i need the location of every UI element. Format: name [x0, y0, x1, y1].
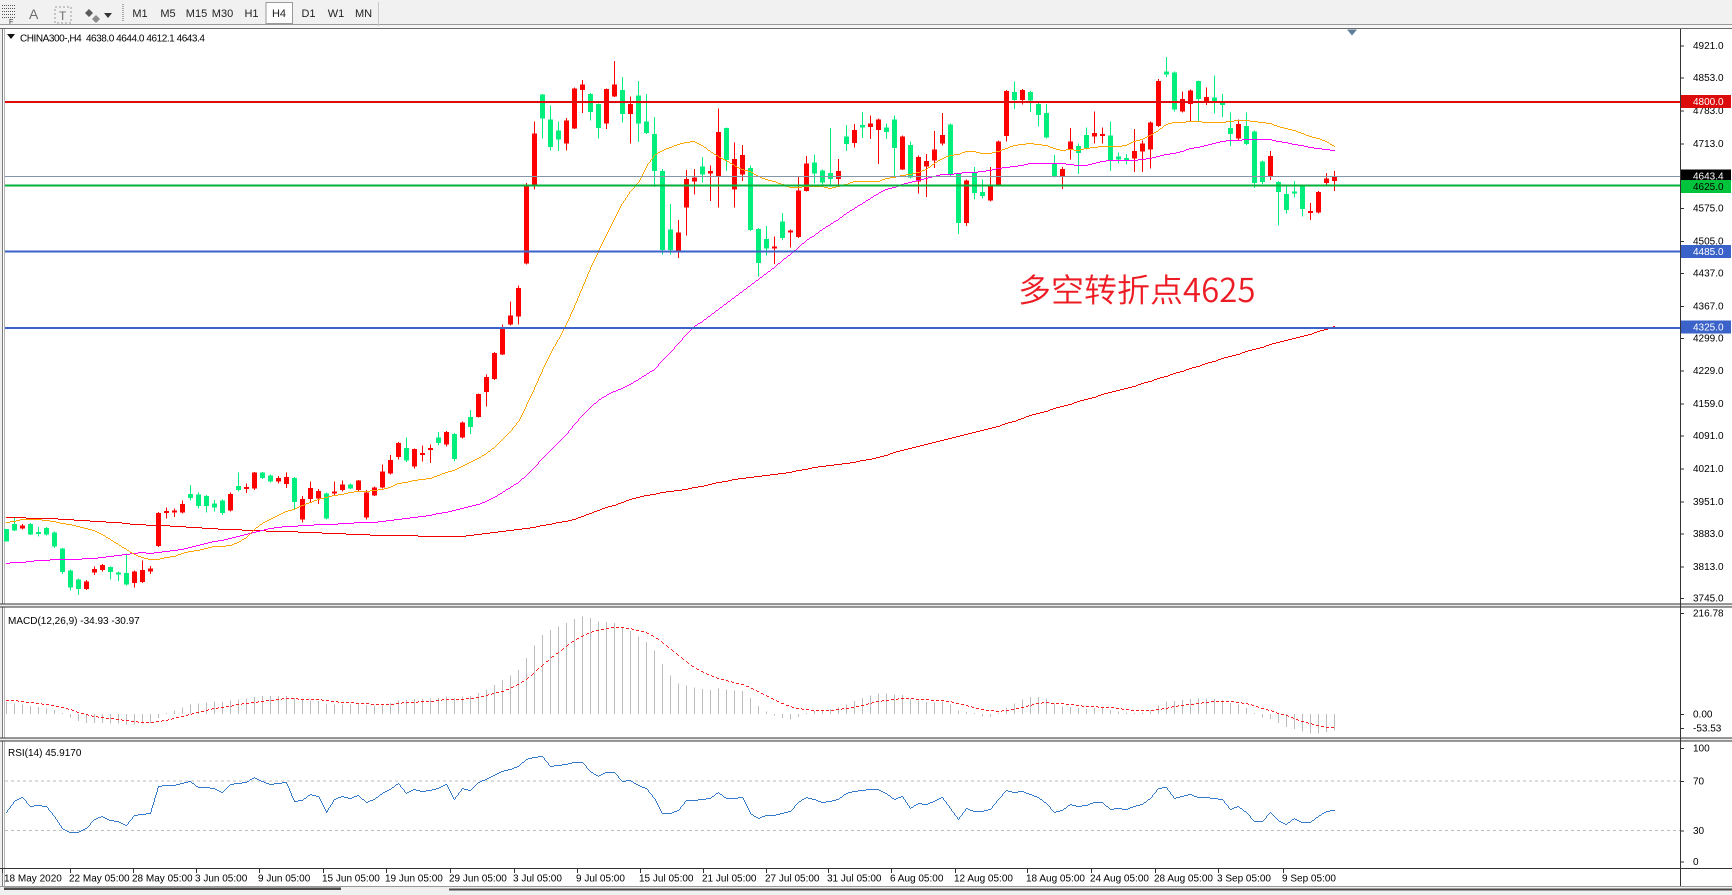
svg-text:4325.0: 4325.0 — [1693, 322, 1724, 333]
svg-text:D1: D1 — [301, 8, 315, 20]
svg-text:4575.0: 4575.0 — [1693, 204, 1724, 215]
svg-text:MACD(12,26,9) -34.93 -30.97: MACD(12,26,9) -34.93 -30.97 — [8, 616, 140, 627]
svg-text:29 Jun 05:00: 29 Jun 05:00 — [449, 874, 507, 885]
svg-text:18 Aug 05:00: 18 Aug 05:00 — [1026, 874, 1085, 885]
svg-text:15 Jul 05:00: 15 Jul 05:00 — [639, 874, 694, 885]
svg-text:70: 70 — [1693, 777, 1705, 788]
svg-text:4229.0: 4229.0 — [1693, 366, 1724, 377]
svg-text:3745.0: 3745.0 — [1693, 594, 1724, 605]
svg-text:RSI(14) 45.9170: RSI(14) 45.9170 — [8, 748, 82, 759]
svg-text:24 Aug 05:00: 24 Aug 05:00 — [1090, 874, 1149, 885]
svg-text:216.78: 216.78 — [1693, 609, 1724, 620]
svg-text:4643.4: 4643.4 — [1693, 171, 1724, 182]
svg-text:18 May 2020: 18 May 2020 — [4, 874, 62, 885]
svg-text:4853.0: 4853.0 — [1693, 73, 1724, 84]
svg-text:28 May 05:00: 28 May 05:00 — [132, 874, 193, 885]
svg-text:4783.0: 4783.0 — [1693, 106, 1724, 117]
svg-text:A: A — [29, 6, 39, 22]
svg-text:31 Jul 05:00: 31 Jul 05:00 — [827, 874, 882, 885]
svg-text:M1: M1 — [132, 8, 147, 20]
svg-text:9 Jul 05:00: 9 Jul 05:00 — [576, 874, 625, 885]
svg-text:9 Sep 05:00: 9 Sep 05:00 — [1282, 874, 1336, 885]
svg-text:W1: W1 — [328, 8, 345, 20]
svg-text:100: 100 — [1693, 744, 1710, 755]
svg-text:28 Aug 05:00: 28 Aug 05:00 — [1154, 874, 1213, 885]
svg-text:19 Jun 05:00: 19 Jun 05:00 — [385, 874, 443, 885]
svg-text:M15: M15 — [186, 8, 207, 20]
svg-text:12 Aug 05:00: 12 Aug 05:00 — [954, 874, 1013, 885]
svg-text:MN: MN — [355, 8, 372, 20]
svg-text:3951.0: 3951.0 — [1693, 497, 1724, 508]
svg-text:4800.0: 4800.0 — [1693, 97, 1724, 108]
svg-text:0: 0 — [1693, 857, 1699, 868]
svg-text:4159.0: 4159.0 — [1693, 399, 1724, 410]
svg-text:6 Aug 05:00: 6 Aug 05:00 — [890, 874, 944, 885]
svg-text:4505.0: 4505.0 — [1693, 237, 1724, 248]
svg-text:4485.0: 4485.0 — [1693, 247, 1724, 258]
svg-text:4299.0: 4299.0 — [1693, 333, 1724, 344]
svg-text:-53.53: -53.53 — [1693, 724, 1722, 735]
svg-text:3 Jul 05:00: 3 Jul 05:00 — [513, 874, 562, 885]
svg-text:M30: M30 — [212, 8, 233, 20]
svg-text:4713.0: 4713.0 — [1693, 139, 1724, 150]
svg-text:4091.0: 4091.0 — [1693, 431, 1724, 442]
svg-text:3813.0: 3813.0 — [1693, 562, 1724, 573]
svg-text:9 Jun 05:00: 9 Jun 05:00 — [258, 874, 311, 885]
svg-text:F: F — [9, 19, 13, 26]
svg-text:3 Sep 05:00: 3 Sep 05:00 — [1217, 874, 1271, 885]
svg-text:22 May 05:00: 22 May 05:00 — [69, 874, 130, 885]
svg-text:4437.0: 4437.0 — [1693, 269, 1724, 280]
svg-text:H4: H4 — [272, 8, 286, 20]
svg-text:4921.0: 4921.0 — [1693, 41, 1724, 52]
svg-text:T: T — [59, 9, 67, 23]
svg-text:3883.0: 3883.0 — [1693, 529, 1724, 540]
svg-text:4625.0: 4625.0 — [1693, 182, 1724, 193]
svg-text:M5: M5 — [160, 8, 175, 20]
svg-text:H1: H1 — [244, 8, 258, 20]
svg-text:15 Jun 05:00: 15 Jun 05:00 — [322, 874, 380, 885]
svg-text:27 Jul 05:00: 27 Jul 05:00 — [765, 874, 820, 885]
svg-text:0.00: 0.00 — [1693, 710, 1713, 721]
svg-text:21 Jul 05:00: 21 Jul 05:00 — [702, 874, 757, 885]
svg-text:3 Jun 05:00: 3 Jun 05:00 — [195, 874, 248, 885]
svg-text:4021.0: 4021.0 — [1693, 464, 1724, 475]
svg-text:CHINA300-,H4 4638.0 4644.0 46: CHINA300-,H4 4638.0 4644.0 4612.1 4643.4 — [20, 34, 205, 45]
svg-text:30: 30 — [1693, 826, 1705, 837]
svg-text:4367.0: 4367.0 — [1693, 301, 1724, 312]
